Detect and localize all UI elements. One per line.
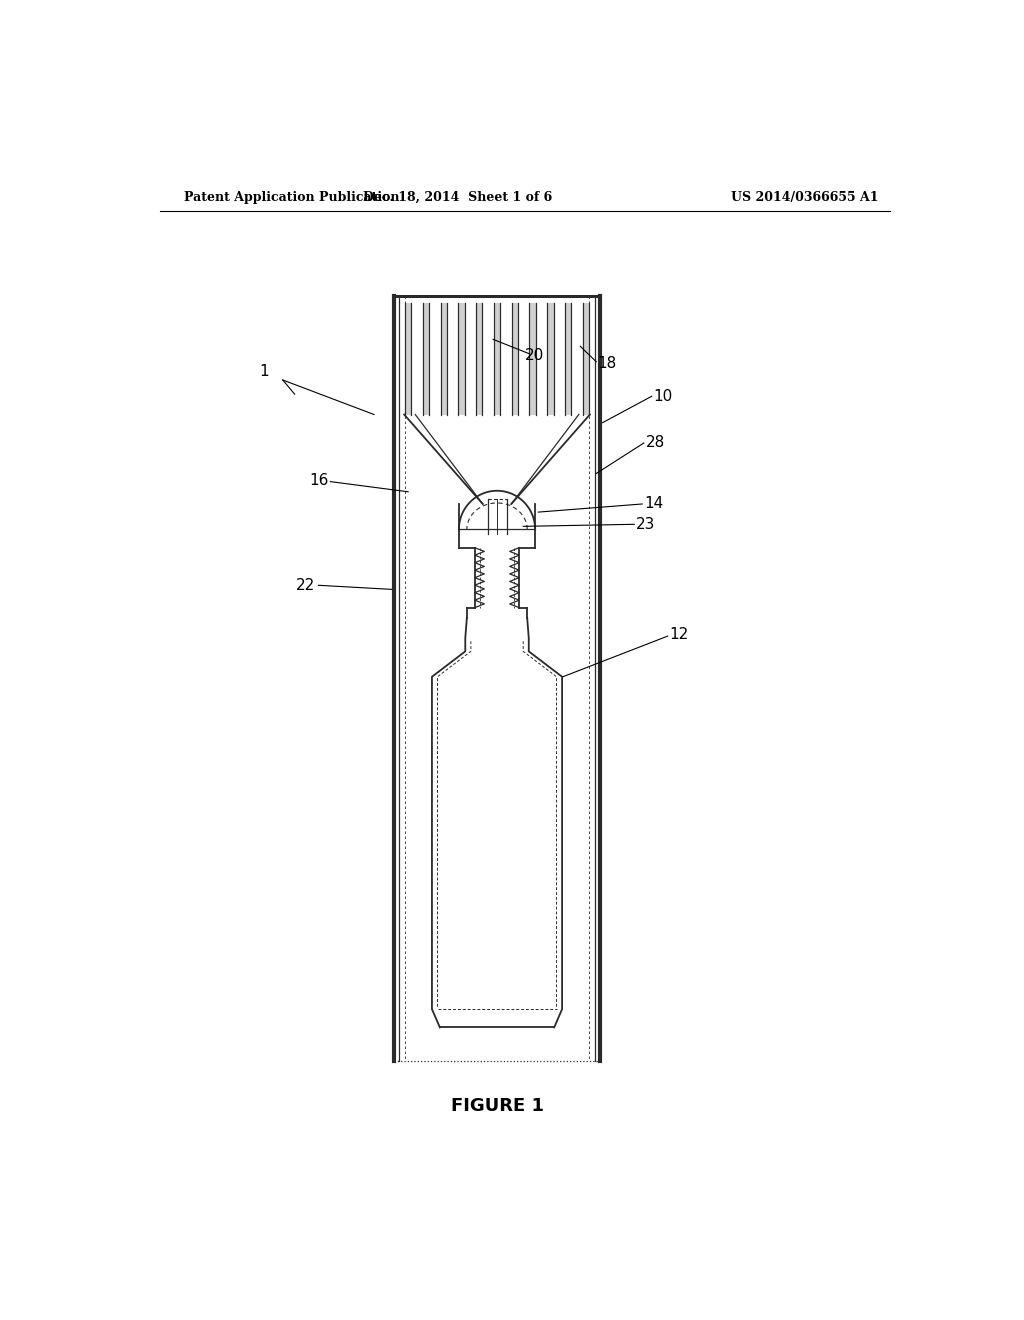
Bar xyxy=(494,302,500,414)
Text: 14: 14 xyxy=(644,496,664,511)
Bar xyxy=(547,302,554,414)
Bar xyxy=(440,302,446,414)
Text: 23: 23 xyxy=(636,517,655,532)
Bar xyxy=(583,302,589,414)
Text: 1: 1 xyxy=(259,364,268,379)
Text: Dec. 18, 2014  Sheet 1 of 6: Dec. 18, 2014 Sheet 1 of 6 xyxy=(362,190,552,203)
Bar xyxy=(459,302,465,414)
Text: 16: 16 xyxy=(309,473,329,488)
Text: 18: 18 xyxy=(598,356,617,371)
Text: 20: 20 xyxy=(524,348,544,363)
Text: 12: 12 xyxy=(670,627,688,642)
Bar xyxy=(512,302,518,414)
Bar xyxy=(476,302,482,414)
Text: Patent Application Publication: Patent Application Publication xyxy=(183,190,399,203)
Bar xyxy=(529,302,536,414)
Text: 10: 10 xyxy=(653,388,673,404)
Text: US 2014/0366655 A1: US 2014/0366655 A1 xyxy=(731,190,879,203)
Text: FIGURE 1: FIGURE 1 xyxy=(451,1097,544,1114)
Bar xyxy=(404,302,412,414)
Bar xyxy=(423,302,429,414)
Text: 28: 28 xyxy=(645,436,665,450)
Text: 22: 22 xyxy=(296,578,315,593)
Bar xyxy=(565,302,571,414)
